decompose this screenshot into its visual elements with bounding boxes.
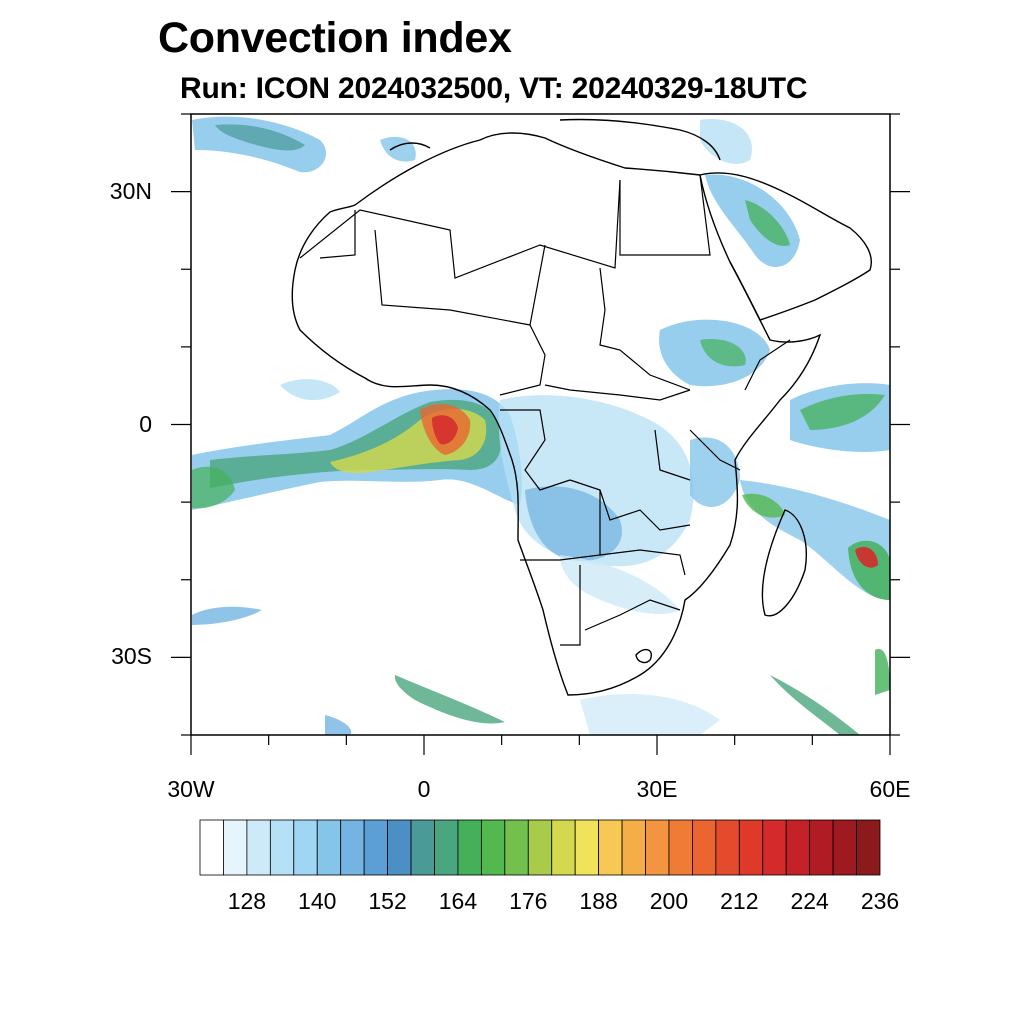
madagascar-coast (761, 509, 807, 617)
colorbar-swatch (504, 819, 529, 876)
field-mediterranean (380, 136, 416, 162)
colorbar-swatch (363, 819, 388, 876)
x-tick-label: 30W (167, 776, 215, 802)
field-south-indian-band (770, 675, 860, 735)
coastlines (291, 118, 872, 696)
colorbar-swatch (692, 819, 717, 876)
colorbar-swatch (645, 819, 670, 876)
colorbar-label: 152 (368, 888, 407, 914)
colorbar-label: 128 (227, 888, 267, 914)
colorbar-label: 188 (579, 888, 618, 914)
colorbar-swatch (785, 819, 811, 876)
axis-ticks (171, 113, 910, 755)
x-tick-label: 60E (869, 776, 911, 802)
convection-field (192, 116, 890, 735)
lesotho-border (635, 648, 652, 664)
colorbar-swatch (434, 819, 459, 876)
border-6 (499, 324, 546, 396)
field-east-africa (690, 437, 740, 507)
border-11 (599, 549, 686, 576)
field-north-east (700, 119, 752, 164)
colorbar-swatch (598, 819, 623, 876)
colorbar-label: 140 (298, 888, 337, 914)
field-indian-ocean-north-core (800, 393, 885, 430)
border-15 (654, 429, 691, 481)
colorbar-label: 224 (790, 888, 829, 914)
field-south-indian-light (580, 694, 720, 735)
country-borders (299, 174, 791, 646)
field-north-coast (280, 379, 340, 401)
field-west-atlantic (192, 466, 235, 509)
field-arabia-core (745, 200, 790, 246)
field-angola (525, 486, 622, 561)
colorbar-label: 176 (509, 888, 548, 914)
field-mozambique-channel (742, 493, 785, 518)
y-tick-label: 0 (139, 410, 152, 437)
colorbar-swatch (856, 819, 881, 876)
x-tick-label: 30E (636, 776, 678, 802)
field-cyclone-core (855, 546, 878, 568)
colorbar-swatch (269, 819, 295, 876)
colorbar-swatch (668, 819, 693, 876)
x-tick-label: 0 (417, 776, 431, 802)
colorbar-swatch (738, 819, 764, 876)
colorbar-swatch (551, 819, 576, 876)
border-1 (299, 179, 621, 279)
field-far-east (875, 649, 890, 695)
colorbar-swatch (715, 819, 740, 876)
field-ethiopia-core (700, 339, 746, 367)
border-7 (544, 384, 691, 401)
field-guinea-hotspot-core (432, 415, 458, 445)
colorbar-swatch (527, 819, 553, 876)
border-4 (619, 174, 711, 256)
field-south-atlantic-left (192, 606, 262, 625)
africa-coastline (291, 132, 822, 696)
colorbar-swatch (410, 819, 435, 876)
colorbar-swatch (832, 819, 857, 876)
border-16 (744, 339, 791, 391)
border-5 (599, 267, 691, 391)
arabia-coastline (699, 172, 872, 321)
border-14 (689, 429, 741, 471)
chart-title: Convection index (158, 14, 512, 62)
border-2 (319, 210, 356, 259)
field-southeast-africa (560, 555, 680, 615)
chart-subtitle: Run: ICON 2024032500, VT: 20240329-18UTC (180, 72, 808, 105)
colorbar-label: 236 (860, 888, 900, 914)
colorbar-swatch (574, 819, 600, 876)
border-9 (569, 479, 691, 531)
colorbar-swatch (480, 819, 506, 876)
colorbar-label: 200 (649, 888, 689, 914)
colorbar-swatch (762, 819, 787, 876)
border-12 (560, 565, 581, 646)
colorbar-label: 212 (720, 888, 759, 914)
border-3 (374, 229, 546, 326)
colorbar-swatch (246, 819, 271, 876)
field-south-atlantic-band (394, 675, 505, 724)
field-southwest-corner (325, 715, 352, 735)
y-tick-label: 30N (109, 177, 152, 204)
colorbar-swatch (809, 819, 834, 876)
colorbar-swatch (387, 819, 412, 876)
mediterranean-coast (389, 118, 721, 161)
colorbar-swatch (316, 819, 342, 876)
colorbar-label: 164 (438, 888, 478, 914)
border-8 (500, 409, 571, 491)
colorbar-swatch (457, 819, 482, 876)
border-13 (584, 599, 681, 631)
border-10 (520, 490, 601, 561)
colorbar (199, 819, 881, 876)
colorbar-swatch (340, 819, 365, 876)
colorbar-swatch (621, 819, 646, 876)
colorbar-swatch (199, 819, 224, 876)
colorbar-swatch (293, 819, 318, 876)
field-north-atlantic-core (215, 124, 305, 151)
colorbar-swatch (223, 819, 248, 876)
y-tick-label: 30S (111, 643, 152, 670)
